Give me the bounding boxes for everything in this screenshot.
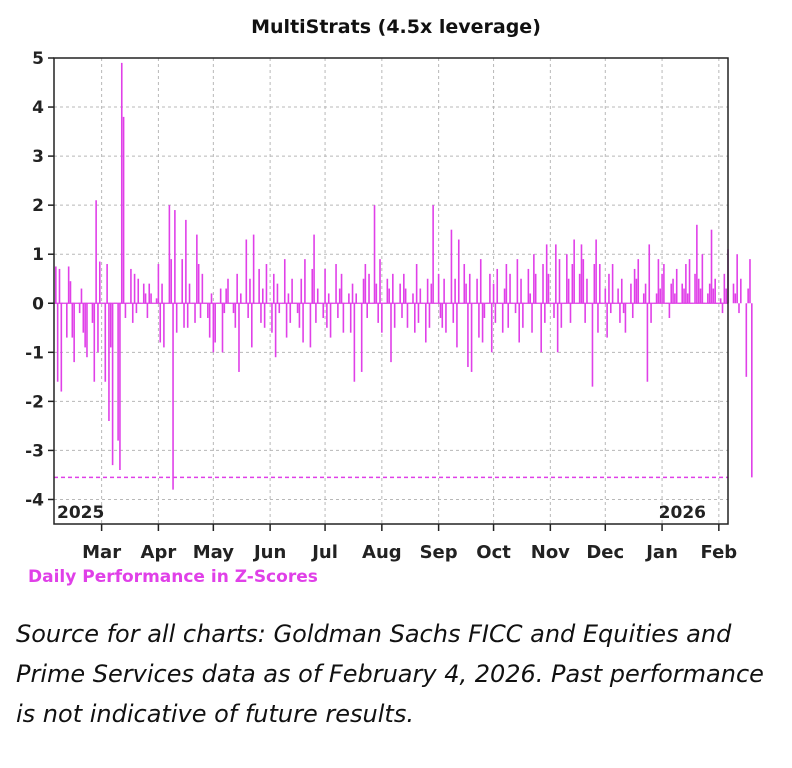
bars-layer <box>54 62 753 490</box>
grid-layer <box>54 57 728 524</box>
chart-title: MultiStrats (4.5x leverage) <box>251 16 541 38</box>
source-note: Source for all charts: Goldman Sachs FIC… <box>16 620 764 728</box>
axes-layer: -4 -3 -2 -1 0 1 2 3 4 5 Mar Apr May Jun Jul Aug Sep Oct No… <box>25 49 737 563</box>
chart-plot: -4 -3 -2 -1 0 1 2 3 4 5 Mar Apr May Jun Jul Aug Sep Oct No… <box>25 49 753 563</box>
legend-label: Daily Performance in Z-Scores <box>28 567 318 587</box>
x-tick-label: Nov <box>531 542 570 563</box>
x-tick-label: Jun <box>252 542 286 563</box>
x-tick-label: Jan <box>644 542 678 563</box>
y-tick-label: -3 <box>25 441 44 461</box>
x-tick-label: May <box>193 542 235 563</box>
x-tick-label: Jul <box>310 542 338 563</box>
y-tick-label: 4 <box>32 98 44 118</box>
y-tick-label: -4 <box>25 490 44 510</box>
y-tick-label: 3 <box>32 147 44 167</box>
x-tick-label: Dec <box>586 542 624 563</box>
x-tick-label: Sep <box>420 542 458 563</box>
year-label-start: 2025 <box>57 503 104 523</box>
x-tick-label: Aug <box>362 542 402 563</box>
x-tick-label: Apr <box>141 542 177 563</box>
year-label-end: 2026 <box>659 503 706 523</box>
x-tick-label: Feb <box>701 542 738 563</box>
x-tick-label: Mar <box>82 542 121 563</box>
y-tick-label: -2 <box>25 392 44 412</box>
y-tick-label: 2 <box>32 196 44 216</box>
y-tick-label: 5 <box>32 49 44 69</box>
y-tick-label: -1 <box>25 343 44 363</box>
y-tick-label: 0 <box>32 294 44 314</box>
y-tick-label: 1 <box>32 245 44 265</box>
plot-frame <box>53 57 729 525</box>
x-tick-label: Oct <box>476 542 511 563</box>
